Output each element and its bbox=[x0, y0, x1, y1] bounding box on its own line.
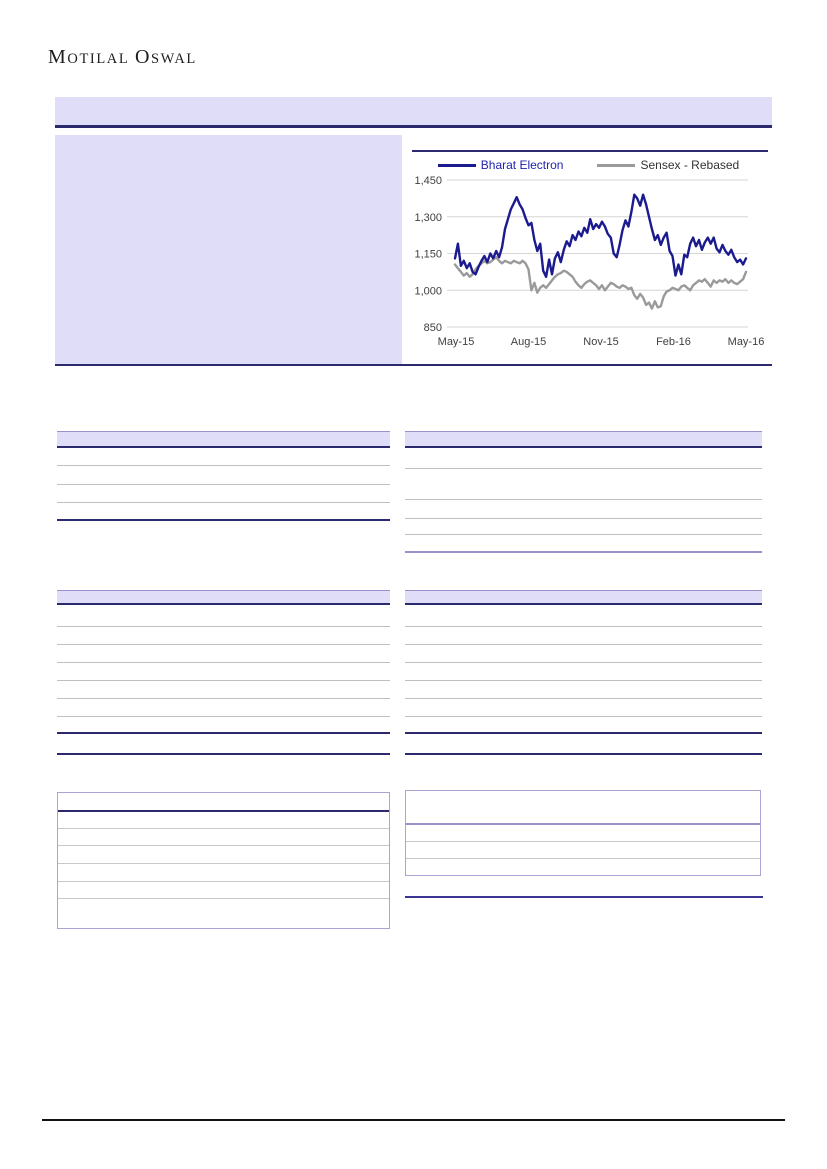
table-header-band bbox=[57, 431, 390, 448]
rule-line bbox=[405, 662, 762, 663]
rule-line bbox=[58, 881, 389, 882]
rule-line bbox=[57, 732, 390, 734]
rule-line bbox=[405, 716, 762, 717]
rule-line bbox=[406, 823, 760, 825]
rule-line bbox=[57, 626, 390, 627]
rule-line bbox=[57, 484, 390, 485]
legend-item-bharat-electron: Bharat Electron bbox=[437, 158, 564, 172]
rule-line bbox=[57, 680, 390, 681]
rule-line bbox=[405, 499, 762, 500]
logo-letter: O bbox=[134, 46, 151, 68]
svg-text:1,150: 1,150 bbox=[414, 249, 442, 261]
rule-line bbox=[57, 716, 390, 717]
rule-line bbox=[58, 863, 389, 864]
title-banner bbox=[55, 97, 772, 128]
rule-line bbox=[58, 828, 389, 829]
rule-line bbox=[405, 551, 762, 553]
svg-text:Aug-15: Aug-15 bbox=[511, 336, 546, 348]
rule-line bbox=[57, 753, 390, 755]
table-header-band bbox=[405, 431, 762, 448]
rule-line bbox=[57, 465, 390, 466]
rule-line bbox=[58, 810, 389, 812]
rule-line bbox=[57, 502, 390, 503]
legend-item-sensex-rebased: Sensex - Rebased bbox=[597, 158, 739, 172]
legend-label: Sensex - Rebased bbox=[640, 158, 740, 172]
line-swatch-icon bbox=[437, 163, 476, 167]
table-header-band bbox=[405, 590, 762, 605]
rule-line bbox=[57, 662, 390, 663]
rule-line bbox=[57, 644, 390, 645]
rule-line bbox=[405, 534, 762, 535]
legend-label: Bharat Electron bbox=[480, 158, 564, 172]
rule-line bbox=[405, 896, 763, 898]
rule-line bbox=[58, 898, 389, 899]
svg-text:1,300: 1,300 bbox=[414, 212, 442, 224]
rule-line bbox=[55, 364, 772, 366]
rule-line bbox=[57, 698, 390, 699]
logo-letter: M bbox=[48, 46, 68, 68]
footer-rule bbox=[42, 1119, 785, 1121]
rule-line bbox=[405, 626, 762, 627]
rule-line bbox=[405, 753, 762, 755]
rule-line bbox=[58, 845, 389, 846]
chart-plot: 1,450 1,300 1,150 1,000 850 May-15 Aug-15 Nov-1… bbox=[414, 175, 765, 348]
table-header-band bbox=[57, 590, 390, 605]
stock-price-chart: Bharat Electron Sensex - Rebased 1,450 1,… bbox=[405, 135, 772, 366]
svg-text:850: 850 bbox=[424, 322, 442, 334]
rule-line bbox=[405, 698, 762, 699]
svg-text:Feb-16: Feb-16 bbox=[656, 336, 691, 348]
brand-logo: MOTILAL OSWAL bbox=[48, 46, 197, 69]
logo-text: SWAL bbox=[151, 51, 197, 67]
rule-line bbox=[405, 518, 762, 519]
summary-panel bbox=[55, 135, 402, 364]
chart-legend: Bharat Electron Sensex - Rebased bbox=[405, 158, 772, 172]
rule-line bbox=[405, 732, 762, 734]
svg-text:Nov-15: Nov-15 bbox=[583, 336, 618, 348]
rule-line bbox=[406, 841, 760, 842]
svg-text:May-16: May-16 bbox=[728, 336, 765, 348]
svg-text:1,450: 1,450 bbox=[414, 175, 442, 187]
logo-text: OTILAL bbox=[67, 51, 130, 67]
rule-line bbox=[405, 644, 762, 645]
rule-line bbox=[57, 519, 390, 521]
line-swatch-icon bbox=[597, 163, 636, 167]
svg-text:1,000: 1,000 bbox=[414, 285, 442, 297]
outlined-table-right bbox=[405, 790, 761, 876]
svg-text:May-15: May-15 bbox=[438, 336, 475, 348]
outlined-table-left bbox=[57, 792, 390, 929]
rule-line bbox=[405, 468, 762, 469]
rule-line bbox=[406, 858, 760, 859]
rule-line bbox=[405, 680, 762, 681]
chart-top-border bbox=[412, 150, 768, 152]
